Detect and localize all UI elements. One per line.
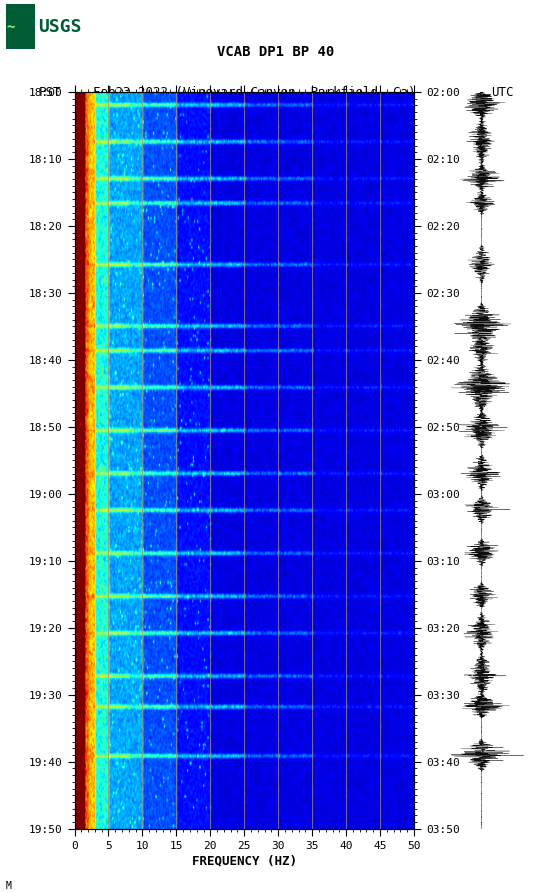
Text: VCAB DP1 BP 40: VCAB DP1 BP 40 [217,46,335,60]
Text: ~: ~ [6,20,15,34]
Text: USGS: USGS [38,18,82,36]
X-axis label: FREQUENCY (HZ): FREQUENCY (HZ) [192,855,297,868]
Text: M: M [6,881,12,891]
Bar [6,4,35,49]
Text: PST: PST [39,86,61,99]
Text: Feb23,2022 (Vineyard Canyon, Parkfield, Ca): Feb23,2022 (Vineyard Canyon, Parkfield, … [93,86,415,99]
Text: UTC: UTC [491,86,513,99]
